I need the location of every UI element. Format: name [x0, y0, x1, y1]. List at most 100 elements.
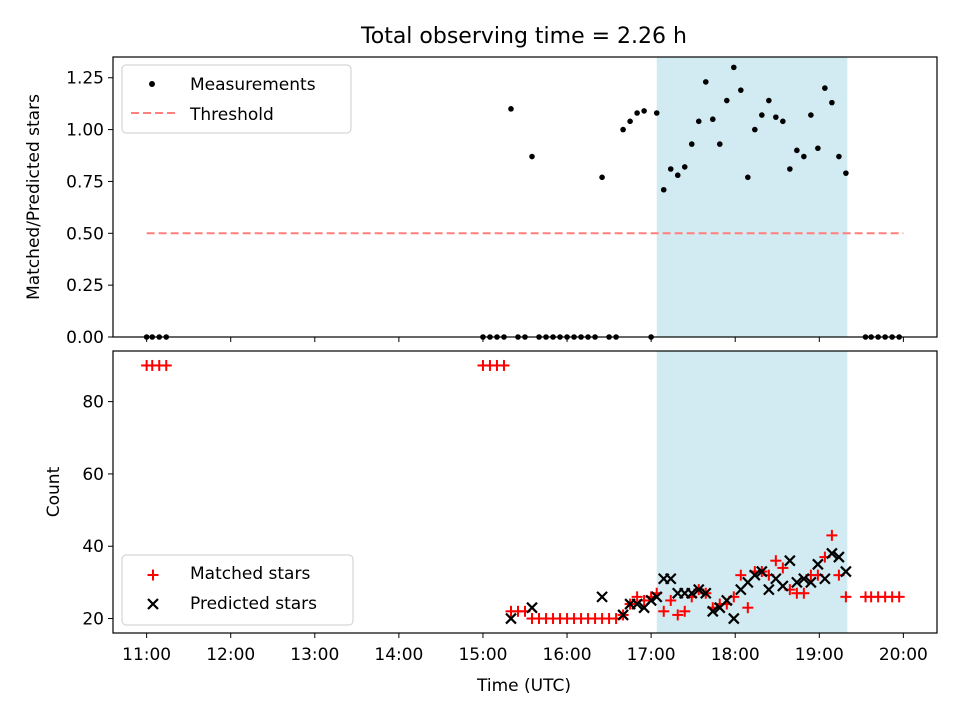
- predicted-point: [763, 583, 775, 596]
- top-y-tick-label: 0.50: [66, 224, 104, 244]
- matched-point: [798, 587, 810, 599]
- matched-point: [826, 529, 838, 541]
- legend-matched-label: Matched stars: [190, 564, 310, 584]
- predicted-point: [699, 587, 712, 600]
- bottom-x-tick-label: 19:00: [795, 645, 844, 665]
- matched-point: [735, 569, 747, 581]
- measurement-point: [829, 99, 835, 106]
- matched-point: [658, 605, 670, 617]
- measurement-point: [695, 118, 702, 125]
- measurement-point: [529, 153, 535, 160]
- predicted-point: [805, 576, 817, 589]
- measurement-point: [681, 164, 688, 170]
- bottom-legend: Matched stars Predicted stars: [121, 554, 354, 626]
- bottom-x-tick-label: 15:00: [458, 645, 507, 665]
- matched-point: [672, 609, 684, 621]
- matched-point: [893, 591, 905, 603]
- top-y-tick-label: 1.00: [66, 121, 104, 141]
- top-y-tick-label: 0.25: [66, 276, 104, 296]
- matched-point: [840, 591, 852, 603]
- measurement-point: [773, 114, 779, 120]
- measurement-point: [716, 141, 723, 147]
- top-y-tick-label: 0.75: [66, 172, 104, 192]
- matched-point: [770, 555, 782, 567]
- matched-point: [679, 605, 691, 617]
- predicted-point: [840, 565, 852, 578]
- bottom-y-axis-label: Count: [44, 466, 64, 517]
- measurement-point: [843, 170, 849, 176]
- predicted-point: [784, 554, 796, 567]
- predicted-point: [505, 612, 517, 625]
- measurement-point: [794, 147, 800, 154]
- predicted-point: [756, 565, 768, 578]
- top-grid-ticks: 0.00 0.25 0.50 0.75 1.00 1.25: [66, 69, 904, 348]
- bottom-plot-frame: [112, 350, 938, 634]
- measurement-point: [688, 141, 695, 147]
- top-y-tick-label: 1.25: [66, 69, 104, 89]
- legend-predicted-cross: [147, 598, 159, 610]
- measurement-point: [752, 126, 758, 133]
- top-panel: 0.00 0.25 0.50 0.75 1.00 1.25 Matched/Predict…: [24, 56, 938, 348]
- measurement-point: [731, 64, 737, 71]
- top-y-tick-label: 0.00: [66, 328, 104, 348]
- bottom-x-tick-label: 11:00: [122, 645, 171, 665]
- legend-predicted-label: Predicted stars: [190, 594, 317, 614]
- predicted-point: [685, 587, 698, 600]
- predicted-point: [826, 547, 838, 560]
- predicted-point: [631, 598, 643, 610]
- top-plot-frame: [112, 56, 938, 338]
- predicted-point: [645, 594, 657, 607]
- predicted-point: [650, 591, 663, 603]
- predicted-point: [526, 601, 538, 614]
- legend-measurements-marker: [149, 81, 155, 87]
- measurement-point: [634, 110, 640, 116]
- predicted-point: [617, 609, 629, 621]
- matched-point: [160, 359, 172, 371]
- matched-point: [777, 562, 789, 574]
- predicted-point: [798, 572, 810, 585]
- bottom-x-tick-label: 13:00: [290, 645, 339, 665]
- predicted-point: [777, 580, 789, 592]
- measurement-point: [738, 87, 744, 93]
- top-legend-box: [121, 64, 352, 134]
- measurement-point: [801, 153, 807, 160]
- bottom-x-tick-label: 20:00: [879, 645, 928, 665]
- bottom-x-tick-label: 14:00: [374, 645, 423, 665]
- measurement-point: [641, 108, 647, 114]
- legend-matched-marker: [147, 569, 159, 581]
- measurement-point: [667, 166, 674, 172]
- measurement-point: [780, 118, 786, 125]
- matched-point: [498, 359, 510, 371]
- legend-predicted-marker: [147, 598, 159, 610]
- legend-measurements-label: Measurements: [190, 75, 316, 95]
- predicted-point: [819, 572, 831, 585]
- measurement-point: [759, 112, 765, 118]
- matched-point: [742, 602, 754, 614]
- measurement-point: [808, 112, 814, 118]
- predicted-point: [833, 551, 845, 563]
- bottom-highlight-span: [656, 351, 848, 633]
- predicted-point: [692, 583, 705, 596]
- bottom-y-tick-label: 20: [82, 610, 104, 630]
- measurement-point: [653, 110, 660, 116]
- predicted-point: [791, 576, 803, 589]
- matched-point: [631, 591, 643, 603]
- top-highlight-span: [656, 57, 848, 337]
- measurement-point: [599, 174, 605, 181]
- predicted-point: [664, 572, 677, 585]
- measurement-point: [620, 126, 626, 133]
- measurement-point: [702, 79, 709, 85]
- bottom-x-tick-label: 17:00: [627, 645, 676, 665]
- predicted-point: [596, 591, 608, 603]
- bottom-x-tick-label: 12:00: [206, 645, 255, 665]
- bottom-legend-box: [121, 554, 354, 626]
- measurement-point: [815, 145, 821, 152]
- predicted-points: [505, 547, 852, 625]
- x-axis-label: Time (UTC): [476, 676, 571, 696]
- bottom-y-tick-label: 60: [82, 465, 104, 485]
- measurement-point: [723, 97, 730, 104]
- top-y-axis-label: Matched/Predicted stars: [24, 94, 44, 300]
- bottom-y-tick-label: 80: [82, 393, 104, 413]
- bottom-y-tick-label: 40: [82, 537, 104, 557]
- matched-point: [665, 594, 677, 606]
